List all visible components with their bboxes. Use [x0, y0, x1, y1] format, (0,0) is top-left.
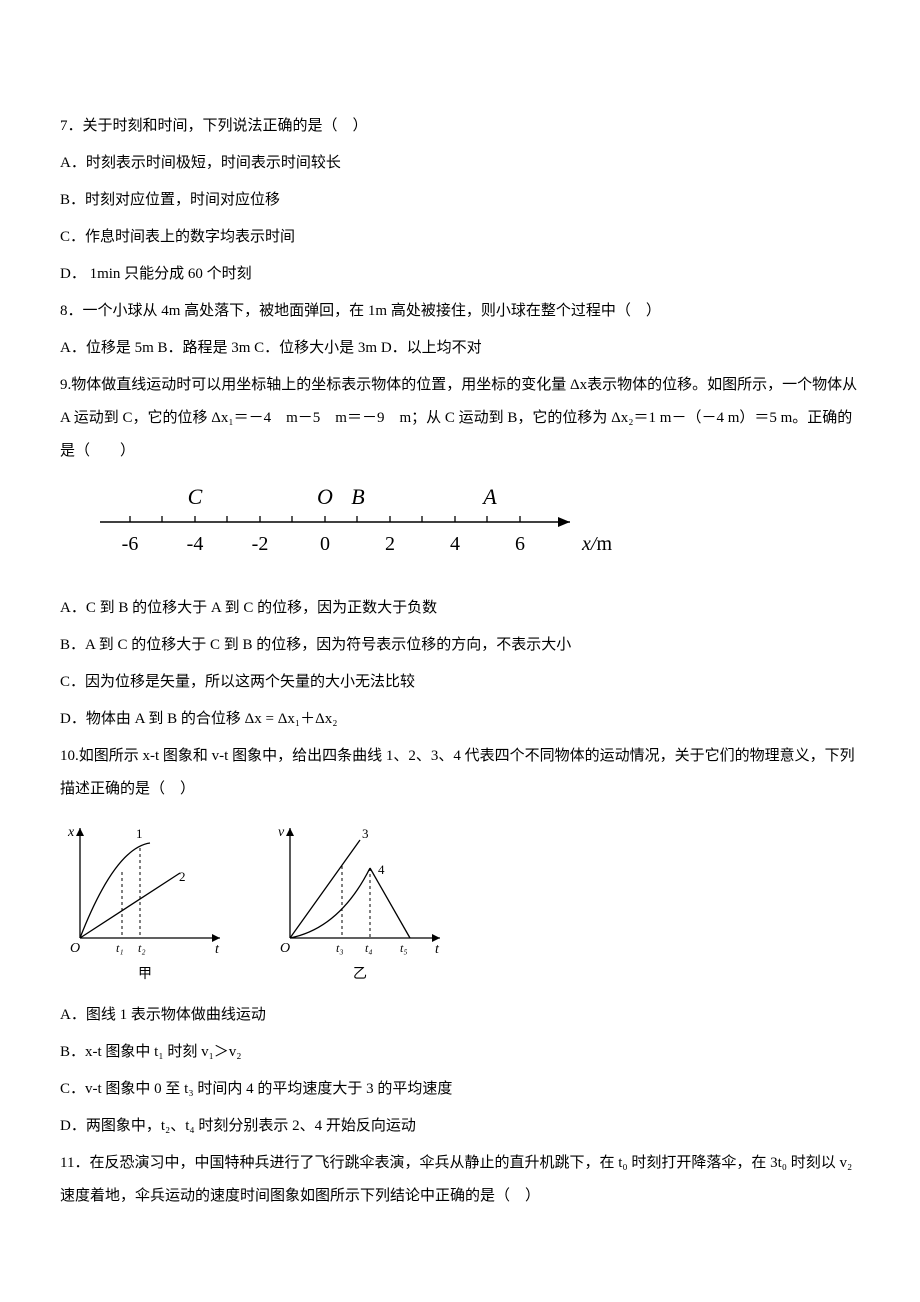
- q9-option-d-pre: D．物体由 A 到 B 的合位移: [60, 711, 245, 727]
- q7-option-c: C．作息时间表上的数字均表示时间: [60, 221, 860, 254]
- axis-label-b: B: [351, 484, 364, 509]
- q10-option-d: D．两图象中，t₂、t₄ 时刻分别表示 2、4 开始反向运动: [60, 1110, 860, 1143]
- q10-option-c: C．v‐t 图象中 0 至 t₃ 时间内 4 的平均速度大于 3 的平均速度: [60, 1073, 860, 1106]
- q9-option-c: C．因为位移是矢量，所以这两个矢量的大小无法比较: [60, 666, 860, 699]
- svg-text:0: 0: [320, 533, 330, 555]
- svg-text:4: 4: [450, 533, 460, 555]
- svg-text:v: v: [278, 825, 285, 840]
- axis-label-a: A: [481, 484, 497, 509]
- q10-stem: 10.如图所示 x‐t 图象和 v‐t 图象中，给出四条曲线 1、2、3、4 代…: [60, 740, 860, 806]
- svg-text:6: 6: [515, 533, 525, 555]
- q7-option-a: A．时刻表示时间极短，时间表示时间较长: [60, 147, 860, 180]
- svg-text:t₂: t₂: [138, 941, 146, 955]
- svg-text:2: 2: [179, 869, 186, 884]
- q8-options: A．位移是 5m B．路程是 3m C．位移大小是 3m D．以上均不对: [60, 332, 860, 365]
- q10-option-a: A．图线 1 表示物体做曲线运动: [60, 999, 860, 1032]
- svg-text:t: t: [435, 942, 440, 957]
- q10-option-b: B．x‐t 图象中 t₁ 时刻 v₁＞v₂: [60, 1036, 860, 1069]
- q7-option-b: B．时刻对应位置，时间对应位移: [60, 184, 860, 217]
- q11-stem: 11．在反恐演习中，中国特种兵进行了飞行跳伞表演，伞兵从静止的直升机跳下，在 t…: [60, 1147, 860, 1213]
- svg-text:t: t: [215, 942, 220, 957]
- q9-stem: 9.物体做直线运动时可以用坐标轴上的坐标表示物体的位置，用坐标的变化量 Δx表示…: [60, 369, 860, 468]
- q7-option-d: D． 1min 只能分成 60 个时刻: [60, 258, 860, 291]
- svg-text:-2: -2: [252, 533, 269, 555]
- q10-graph-jia: x O t 1 2 t₁ t₂: [60, 818, 230, 958]
- svg-text:-6: -6: [122, 533, 139, 555]
- svg-text:O: O: [70, 941, 80, 956]
- q10-graph-yi: v O t 3 4 t₃ t₄ t₅: [270, 818, 450, 958]
- svg-text:t₅: t₅: [400, 941, 408, 955]
- svg-text:x: x: [67, 825, 75, 840]
- q10-label-jia: 甲: [138, 960, 152, 991]
- q9-option-d: D．物体由 A 到 B 的合位移 Δx = Δx₁＋Δx₂: [60, 703, 860, 736]
- svg-text:t₁: t₁: [116, 941, 124, 955]
- q9-option-d-eq: Δx = Δx₁＋Δx₂: [245, 711, 338, 727]
- q9-option-a: A．C 到 B 的位移大于 A 到 C 的位移，因为正数大于负数: [60, 592, 860, 625]
- q9-option-b: B．A 到 C 的位移大于 C 到 B 的位移，因为符号表示位移的方向，不表示大…: [60, 629, 860, 662]
- q10-label-yi: 乙: [353, 960, 367, 991]
- q9-number-line: C O B A -6 -4: [60, 480, 860, 580]
- axis-unit-x: x/m: [581, 533, 612, 555]
- svg-text:-4: -4: [187, 533, 204, 555]
- svg-text:3: 3: [362, 826, 369, 841]
- svg-text:1: 1: [136, 826, 143, 841]
- svg-text:4: 4: [378, 862, 385, 877]
- svg-text:t₃: t₃: [336, 941, 344, 955]
- axis-label-o: O: [317, 484, 333, 509]
- q8-stem: 8．一个小球从 4m 高处落下，被地面弹回，在 1m 高处被接住，则小球在整个过…: [60, 295, 860, 328]
- svg-text:t₄: t₄: [365, 941, 373, 955]
- svg-text:O: O: [280, 941, 290, 956]
- q7-stem: 7．关于时刻和时间，下列说法正确的是（ ）: [60, 110, 860, 143]
- q10-figures: x O t 1 2 t₁ t₂ 甲 v O t 3: [60, 818, 860, 991]
- axis-label-c: C: [188, 484, 203, 509]
- svg-text:2: 2: [385, 533, 395, 555]
